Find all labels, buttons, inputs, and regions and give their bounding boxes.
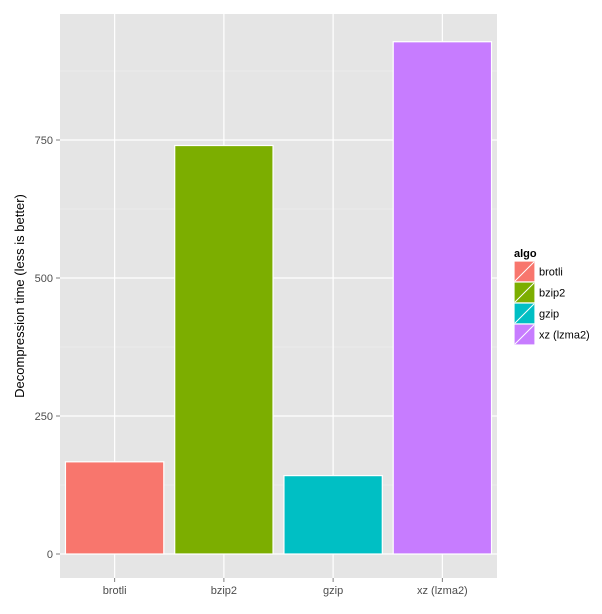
legend-key-slash [514,261,535,282]
bar-brotli [64,461,165,555]
x-tick-label: gzip [323,585,343,597]
x-tick-label: brotli [103,585,127,597]
y-axis-title: Decompression time (less is better) [12,194,27,398]
x-tick-label: bzip2 [211,585,237,597]
y-tick-label: 0 [47,549,53,561]
legend-label: brotli [539,267,563,279]
legend-label: gzip [539,309,559,321]
legend: algo brotli bzip2 gzip xz (lzma2) [513,248,590,346]
legend-label: bzip2 [539,288,565,300]
y-tick-label: 250 [35,411,53,423]
bar-xz-lzma2- [392,41,493,555]
legend-key-slash [514,282,535,303]
y-tick-label: 500 [35,273,53,285]
bar-bzip2 [174,144,274,555]
y-tick-label: 750 [35,135,53,147]
legend-label: xz (lzma2) [539,330,590,342]
legend-key-slash [514,303,535,324]
bar-gzip [283,475,383,555]
x-tick-label: xz (lzma2) [417,585,468,597]
legend-title: algo [514,248,537,260]
x-axis: brotli bzip2 gzip xz (lzma2) [103,578,468,597]
bars [64,41,493,555]
y-axis: 0 250 500 750 [35,135,60,561]
legend-key-slash [514,324,535,345]
